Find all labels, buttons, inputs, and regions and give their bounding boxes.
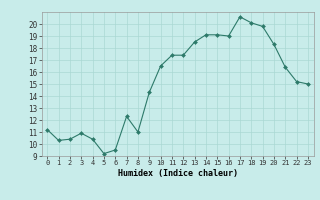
X-axis label: Humidex (Indice chaleur): Humidex (Indice chaleur) (118, 169, 237, 178)
